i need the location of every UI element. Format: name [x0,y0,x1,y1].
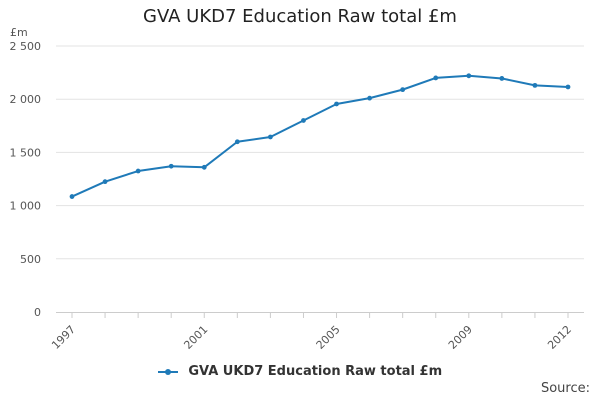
x-tick-label: 2005 [314,323,343,352]
y-tick-label: 1 000 [10,200,42,213]
data-point[interactable] [69,194,75,199]
chart-title: GVA UKD7 Education Raw total £m [143,6,457,27]
legend-label: GVA UKD7 Education Raw total £m [188,364,443,379]
y-tick-label: 2 000 [10,93,42,106]
data-point[interactable] [234,139,240,145]
data-point[interactable] [367,95,372,101]
axes [56,312,584,318]
data-point[interactable] [301,118,306,123]
data-point[interactable] [499,76,505,81]
x-tick-label: 2009 [446,323,475,352]
y-tick-label: 2 500 [10,40,42,53]
x-tick-label: 2001 [181,323,210,352]
data-point[interactable] [268,134,273,140]
data-point[interactable] [102,179,108,185]
data-point[interactable] [565,84,571,90]
source-label: Source: [540,381,590,396]
legend[interactable]: GVA UKD7 Education Raw total £m [0,364,600,379]
data-point[interactable] [400,87,406,93]
data-point[interactable] [334,101,339,107]
data-point[interactable] [433,75,439,81]
data-point[interactable] [532,82,538,88]
y-tick-label: 500 [20,253,41,266]
series-line [71,74,569,198]
series [69,73,571,199]
data-point[interactable] [466,73,472,79]
y-tick-label: 1 500 [10,146,42,159]
data-point[interactable] [168,163,174,169]
x-tick-label: 2012 [545,323,574,352]
y-tick-labels: 0 500 1 000 1 500 2 000 2 500 [10,40,42,319]
y-tick-label: 0 [34,306,41,319]
data-point[interactable] [135,168,141,174]
y-axis-unit-label: £m [10,26,28,39]
grid-lines [56,45,584,260]
legend-swatch-icon [157,368,178,375]
x-tick-label: 1997 [49,323,78,352]
x-tick-labels: 1997 2001 2005 2009 2012 [49,323,574,352]
data-point[interactable] [201,164,207,170]
